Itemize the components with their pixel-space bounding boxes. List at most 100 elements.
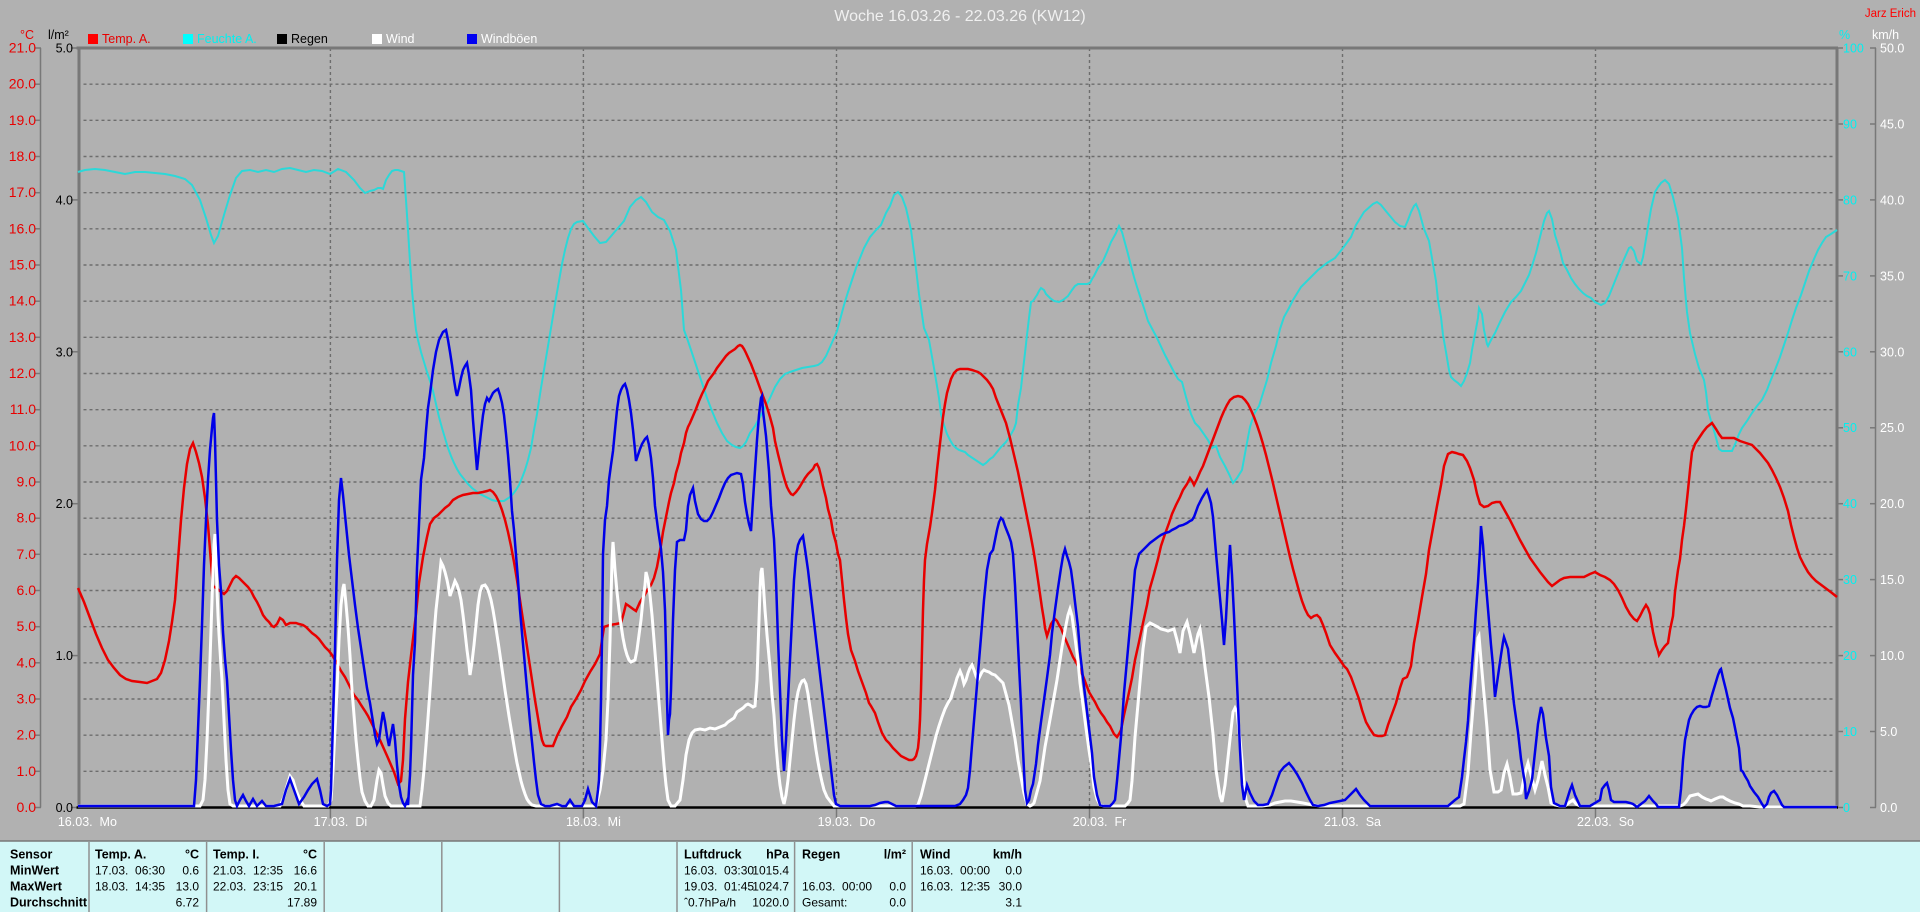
svg-text:12.0: 12.0	[9, 365, 36, 381]
svg-text:19.03. 01:45: 19.03. 01:45	[684, 880, 754, 894]
svg-text:5.0: 5.0	[56, 42, 73, 56]
svg-text:2.0: 2.0	[56, 497, 73, 511]
svg-text:8.0: 8.0	[17, 510, 37, 526]
svg-text:30: 30	[1843, 573, 1857, 587]
svg-text:Sensor: Sensor	[10, 848, 53, 862]
svg-text:22.03. 23:15: 22.03. 23:15	[213, 880, 283, 894]
svg-text:50: 50	[1843, 421, 1857, 435]
svg-text:100: 100	[1843, 42, 1864, 56]
svg-text:Regen: Regen	[291, 32, 328, 46]
svg-text:Gesamt:: Gesamt:	[802, 896, 847, 910]
svg-text:50.0: 50.0	[1880, 42, 1904, 56]
svg-text:16.03. 03:30: 16.03. 03:30	[684, 864, 754, 878]
svg-text:15.0: 15.0	[9, 257, 36, 273]
svg-text:21.03. Sa: 21.03. Sa	[1324, 815, 1381, 829]
svg-text:0.0: 0.0	[17, 799, 37, 815]
svg-text:16.03. Mo: 16.03. Mo	[58, 815, 117, 829]
svg-text:MinWert: MinWert	[10, 864, 60, 878]
svg-text:20.0: 20.0	[1880, 497, 1904, 511]
svg-text:3.1: 3.1	[1005, 896, 1022, 910]
svg-text:ˆ0.7hPa/h: ˆ0.7hPa/h	[684, 896, 736, 910]
svg-text:1.0: 1.0	[17, 763, 37, 779]
svg-text:20.1: 20.1	[294, 880, 318, 894]
svg-text:Temp. A.: Temp. A.	[102, 32, 151, 46]
svg-text:°C: °C	[20, 28, 34, 42]
svg-text:l/m²: l/m²	[884, 848, 906, 862]
svg-text:hPa: hPa	[766, 848, 790, 862]
svg-text:5.0: 5.0	[1880, 725, 1897, 739]
svg-text:16.03. 12:35: 16.03. 12:35	[920, 880, 990, 894]
svg-text:1024.7: 1024.7	[752, 880, 789, 894]
svg-text:4.0: 4.0	[56, 193, 73, 207]
svg-text:15.0: 15.0	[1880, 573, 1904, 587]
svg-text:40.0: 40.0	[1880, 193, 1904, 207]
svg-text:Temp. I.: Temp. I.	[213, 848, 259, 862]
svg-text:Wind: Wind	[386, 32, 415, 46]
svg-text:0.0: 0.0	[1880, 801, 1897, 815]
svg-text:0.0: 0.0	[56, 801, 73, 815]
svg-text:1020.0: 1020.0	[752, 896, 789, 910]
svg-text:35.0: 35.0	[1880, 269, 1904, 283]
svg-text:0.6: 0.6	[182, 864, 199, 878]
svg-text:16.0: 16.0	[9, 220, 36, 236]
svg-text:6.72: 6.72	[176, 896, 200, 910]
svg-text:21.03. 12:35: 21.03. 12:35	[213, 864, 283, 878]
svg-text:3.0: 3.0	[56, 345, 73, 359]
svg-text:20.0: 20.0	[9, 76, 36, 92]
svg-text:16.6: 16.6	[294, 864, 318, 878]
svg-text:MaxWert: MaxWert	[10, 880, 63, 894]
svg-text:km/h: km/h	[1872, 28, 1899, 42]
svg-text:5.0: 5.0	[17, 618, 37, 634]
svg-text:20: 20	[1843, 649, 1857, 663]
svg-text:Wind: Wind	[920, 848, 950, 862]
svg-text:20.03. Fr: 20.03. Fr	[1073, 815, 1127, 829]
svg-text:17.03. 06:30: 17.03. 06:30	[95, 864, 165, 878]
svg-text:Luftdruck: Luftdruck	[684, 848, 742, 862]
svg-text:3.0: 3.0	[17, 691, 37, 707]
svg-text:0.0: 0.0	[889, 896, 906, 910]
svg-text:18.03. 14:35: 18.03. 14:35	[95, 880, 165, 894]
svg-text:16.03. 00:00: 16.03. 00:00	[802, 880, 872, 894]
svg-text:90: 90	[1843, 118, 1857, 132]
svg-text:10.0: 10.0	[1880, 649, 1904, 663]
svg-text:13.0: 13.0	[176, 880, 200, 894]
svg-text:0: 0	[1843, 801, 1850, 815]
svg-text:16.03. 00:00: 16.03. 00:00	[920, 864, 990, 878]
svg-text:1.0: 1.0	[56, 649, 73, 663]
svg-text:18.03. Mi: 18.03. Mi	[566, 815, 621, 829]
svg-text:4.0: 4.0	[17, 654, 37, 670]
svg-text:l/m²: l/m²	[48, 28, 69, 42]
svg-text:11.0: 11.0	[10, 401, 36, 417]
svg-text:17.89: 17.89	[287, 896, 317, 910]
svg-text:Regen: Regen	[802, 848, 840, 862]
svg-text:60: 60	[1843, 345, 1857, 359]
svg-text:7.0: 7.0	[17, 546, 37, 562]
svg-text:10: 10	[1843, 725, 1857, 739]
svg-text:9.0: 9.0	[17, 474, 37, 490]
svg-text:30.0: 30.0	[1880, 345, 1904, 359]
svg-text:45.0: 45.0	[1880, 118, 1904, 132]
svg-text:18.0: 18.0	[9, 148, 36, 164]
svg-text:14.0: 14.0	[9, 293, 36, 309]
svg-text:Feuchte A.: Feuchte A.	[197, 32, 257, 46]
svg-text:Durchschnitt: Durchschnitt	[10, 896, 88, 910]
svg-text:6.0: 6.0	[17, 582, 37, 598]
svg-text:19.03. Do: 19.03. Do	[818, 815, 876, 829]
svg-text:13.0: 13.0	[9, 329, 36, 345]
svg-text:°C: °C	[303, 848, 317, 862]
svg-text:0.0: 0.0	[1005, 864, 1022, 878]
svg-text:2.0: 2.0	[17, 727, 37, 743]
svg-text:0.0: 0.0	[889, 880, 906, 894]
svg-text:Jarz Erich: Jarz Erich	[1865, 8, 1916, 20]
svg-text:22.03. So: 22.03. So	[1577, 815, 1634, 829]
svg-text:40: 40	[1843, 497, 1857, 511]
svg-text:25.0: 25.0	[1880, 421, 1904, 435]
svg-text:°C: °C	[185, 848, 199, 862]
svg-text:%: %	[1839, 28, 1850, 42]
svg-text:19.0: 19.0	[9, 112, 36, 128]
svg-text:21.0: 21.0	[9, 40, 36, 56]
svg-text:Windböen: Windböen	[481, 32, 537, 46]
svg-text:17.03. Di: 17.03. Di	[314, 815, 368, 829]
svg-text:80: 80	[1843, 193, 1857, 207]
svg-text:30.0: 30.0	[999, 880, 1023, 894]
